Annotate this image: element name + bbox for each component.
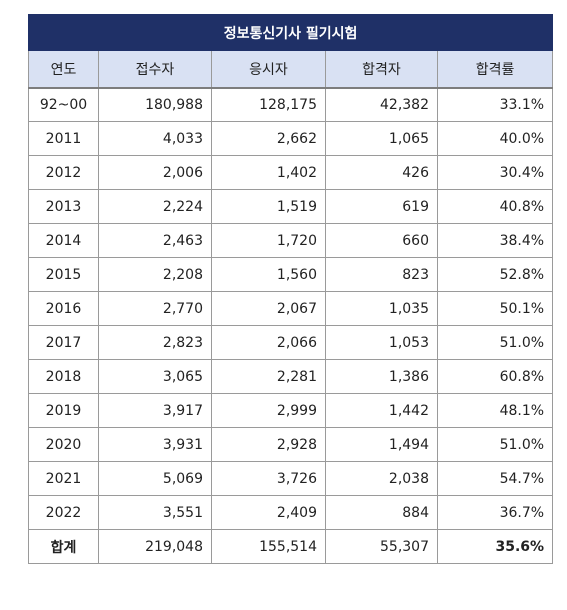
cell-pass-rate: 52.8%	[436, 257, 554, 292]
cell-year: 2012	[28, 155, 99, 190]
cell-year: 2011	[28, 121, 99, 156]
cell-passers: 1,494	[325, 427, 438, 462]
column-header-passers: 합격자	[325, 50, 438, 88]
cell-pass-rate: 36.7%	[436, 495, 554, 530]
cell-pass-rate: 30.4%	[436, 155, 554, 190]
table-row: 92~00 180,988 128,175 42,382 33.1%	[28, 86, 554, 122]
cell-year: 2014	[28, 223, 99, 258]
table-row: 2015 2,208 1,560 823 52.8%	[28, 257, 554, 292]
total-row: 합계 219,048 155,514 55,307 35.6%	[28, 529, 554, 564]
cell-pass-rate: 51.0%	[436, 325, 554, 360]
cell-applicants: 180,988	[98, 86, 212, 122]
cell-year: 92~00	[28, 86, 99, 122]
column-header-takers: 응시자	[211, 50, 326, 88]
cell-year: 2018	[28, 359, 99, 394]
cell-takers: 1,519	[211, 189, 326, 224]
total-takers: 155,514	[211, 529, 326, 564]
cell-pass-rate: 33.1%	[436, 86, 554, 122]
cell-takers: 128,175	[211, 86, 326, 122]
cell-passers: 2,038	[325, 461, 438, 496]
table-row: 2019 3,917 2,999 1,442 48.1%	[28, 393, 554, 428]
cell-applicants: 2,006	[98, 155, 212, 190]
column-header-pass-rate: 합격률	[436, 50, 554, 88]
cell-pass-rate: 51.0%	[436, 427, 554, 462]
cell-applicants: 3,931	[98, 427, 212, 462]
cell-passers: 1,442	[325, 393, 438, 428]
table-row: 2011 4,033 2,662 1,065 40.0%	[28, 121, 554, 156]
cell-passers: 884	[325, 495, 438, 530]
cell-takers: 2,928	[211, 427, 326, 462]
cell-applicants: 3,065	[98, 359, 212, 394]
table-row: 2022 3,551 2,409 884 36.7%	[28, 495, 554, 530]
column-header-year: 연도	[28, 50, 99, 88]
cell-year: 2017	[28, 325, 99, 360]
table-row: 2017 2,823 2,066 1,053 51.0%	[28, 325, 554, 360]
table-title: 정보통신기사 필기시험	[27, 14, 554, 51]
cell-applicants: 2,823	[98, 325, 212, 360]
table-row: 2012 2,006 1,402 426 30.4%	[28, 155, 554, 190]
cell-applicants: 2,224	[98, 189, 212, 224]
table-body: 92~00 180,988 128,175 42,382 33.1% 2011 …	[28, 86, 554, 564]
cell-year: 2022	[28, 495, 99, 530]
cell-takers: 1,560	[211, 257, 326, 292]
cell-takers: 2,409	[211, 495, 326, 530]
cell-pass-rate: 50.1%	[436, 291, 554, 326]
cell-passers: 1,386	[325, 359, 438, 394]
cell-year: 2015	[28, 257, 99, 292]
column-header-row: 연도 접수자 응시자 합격자 합격률	[28, 50, 554, 88]
cell-takers: 2,662	[211, 121, 326, 156]
cell-passers: 1,065	[325, 121, 438, 156]
total-applicants: 219,048	[98, 529, 212, 564]
table-row: 2013 2,224 1,519 619 40.8%	[28, 189, 554, 224]
cell-pass-rate: 60.8%	[436, 359, 554, 394]
cell-year: 2019	[28, 393, 99, 428]
table-row: 2018 3,065 2,281 1,386 60.8%	[28, 359, 554, 394]
cell-pass-rate: 40.8%	[436, 189, 554, 224]
column-header-applicants: 접수자	[98, 50, 212, 88]
total-passers: 55,307	[325, 529, 438, 564]
cell-takers: 1,402	[211, 155, 326, 190]
cell-takers: 2,067	[211, 291, 326, 326]
cell-applicants: 5,069	[98, 461, 212, 496]
table-row: 2021 5,069 3,726 2,038 54.7%	[28, 461, 554, 496]
table-row: 2014 2,463 1,720 660 38.4%	[28, 223, 554, 258]
cell-applicants: 3,551	[98, 495, 212, 530]
cell-year: 2016	[28, 291, 99, 326]
cell-passers: 823	[325, 257, 438, 292]
cell-pass-rate: 54.7%	[436, 461, 554, 496]
cell-pass-rate: 38.4%	[436, 223, 554, 258]
cell-passers: 42,382	[325, 86, 438, 122]
cell-pass-rate: 40.0%	[436, 121, 554, 156]
table-title-row: 정보통신기사 필기시험	[27, 14, 554, 51]
table-row: 2020 3,931 2,928 1,494 51.0%	[28, 427, 554, 462]
cell-takers: 1,720	[211, 223, 326, 258]
total-label: 합계	[28, 529, 99, 564]
cell-applicants: 2,208	[98, 257, 212, 292]
cell-takers: 3,726	[211, 461, 326, 496]
cell-passers: 1,035	[325, 291, 438, 326]
cell-takers: 2,066	[211, 325, 326, 360]
exam-stats-table: 정보통신기사 필기시험 연도 접수자 응시자 합격자 합격률 92~00 180…	[27, 14, 554, 564]
cell-passers: 1,053	[325, 325, 438, 360]
cell-year: 2020	[28, 427, 99, 462]
cell-takers: 2,281	[211, 359, 326, 394]
cell-takers: 2,999	[211, 393, 326, 428]
table-row: 2016 2,770 2,067 1,035 50.1%	[28, 291, 554, 326]
cell-applicants: 2,463	[98, 223, 212, 258]
cell-pass-rate: 48.1%	[436, 393, 554, 428]
cell-passers: 619	[325, 189, 438, 224]
cell-applicants: 3,917	[98, 393, 212, 428]
cell-passers: 426	[325, 155, 438, 190]
cell-applicants: 2,770	[98, 291, 212, 326]
cell-year: 2013	[28, 189, 99, 224]
cell-passers: 660	[325, 223, 438, 258]
cell-applicants: 4,033	[98, 121, 212, 156]
cell-year: 2021	[28, 461, 99, 496]
total-pass-rate: 35.6%	[436, 529, 554, 564]
